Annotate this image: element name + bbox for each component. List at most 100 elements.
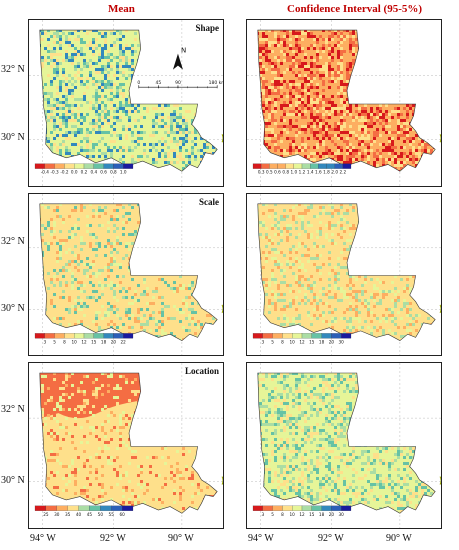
colorbar-tick-label: 60 bbox=[119, 512, 125, 517]
colorbar-swatch bbox=[318, 163, 327, 169]
colorbar-tick-label: 5 bbox=[271, 339, 274, 344]
colorbar-swatch bbox=[252, 163, 262, 169]
colorbar-tick-label: 15 bbox=[91, 339, 97, 344]
y-label-32n: 32° N bbox=[1, 404, 25, 415]
row-label-location: Location bbox=[184, 366, 219, 376]
colorbar-swatch bbox=[34, 505, 46, 511]
colorbar-swatch bbox=[301, 163, 311, 169]
island-mark bbox=[439, 476, 441, 485]
colorbar-tick-label: 0.2 bbox=[81, 170, 88, 175]
colorbar-tick-label: 0.8 bbox=[282, 170, 289, 175]
colorbar-tick-label: 15 bbox=[309, 512, 315, 517]
x-label-92w: 92° W bbox=[318, 533, 344, 544]
colorbar-swatch bbox=[331, 505, 342, 511]
colorbar-tick-label: 2.2 bbox=[339, 170, 346, 175]
colorbar-swatch bbox=[252, 505, 263, 511]
colorbar-tick-label: 10 bbox=[290, 339, 296, 344]
y-label-32n: 32° N bbox=[1, 236, 25, 247]
colorbar-swatch bbox=[261, 163, 270, 169]
colorbar-swatch bbox=[44, 163, 55, 169]
island-mark bbox=[221, 304, 223, 314]
colorbar-swatch bbox=[311, 333, 322, 339]
colorbar-swatch bbox=[310, 163, 319, 169]
colorbar-swatch bbox=[93, 163, 104, 169]
colorbar-swatch bbox=[292, 333, 303, 339]
colorbar-swatch bbox=[78, 505, 90, 511]
colorbar-swatch bbox=[45, 505, 57, 511]
colorbar-tick-label: 0.3 bbox=[258, 170, 265, 175]
island-mark bbox=[221, 476, 223, 485]
colorbar-swatch bbox=[83, 333, 94, 339]
colorbar-tick-label: 20 bbox=[329, 512, 335, 517]
colorbar-swatch bbox=[262, 505, 273, 511]
colorbar-swatch bbox=[341, 333, 352, 339]
y-label-30n: 30° N bbox=[1, 132, 25, 143]
colorbar-tick-label: 10 bbox=[72, 339, 78, 344]
colorbar-swatch bbox=[103, 333, 114, 339]
colorbar-tick-label: 30 bbox=[339, 339, 345, 344]
colorbar-swatch bbox=[74, 333, 85, 339]
colorbar-swatch bbox=[123, 333, 134, 339]
colorbar-tick-label: 20 bbox=[111, 339, 117, 344]
raster-field bbox=[257, 373, 436, 514]
colorbar-tick-label: 3 bbox=[261, 339, 264, 344]
colorbar-swatch bbox=[89, 505, 101, 511]
colorbar-swatch bbox=[321, 505, 332, 511]
raster-field bbox=[39, 30, 218, 172]
colorbar-swatch bbox=[277, 163, 286, 169]
colorbar-tick-label: 0.6 bbox=[100, 170, 107, 175]
state-outline bbox=[39, 203, 218, 342]
map-location-mean: 25 30 35 40 45 50 55 60 Location bbox=[28, 362, 224, 529]
colorbar-tick-label: 12 bbox=[299, 512, 305, 517]
colorbar-swatch bbox=[262, 333, 273, 339]
raster-field bbox=[257, 30, 436, 172]
x-label-92w: 92° W bbox=[100, 533, 126, 544]
y-label-30n: 30° N bbox=[1, 303, 25, 314]
colorbar-tick-label: 15 bbox=[309, 339, 315, 344]
map-scale-mean: 3 5 8 10 12 15 18 20 22 Scale bbox=[28, 193, 224, 356]
north-arrow-icon bbox=[172, 53, 183, 70]
colorbar-swatch bbox=[292, 505, 303, 511]
island-mark bbox=[221, 134, 223, 143]
colorbar-tick-label: 30 bbox=[54, 512, 60, 517]
colorbar-tick-label: 35 bbox=[65, 512, 71, 517]
colorbar-swatch bbox=[93, 333, 104, 339]
colorbar-tick-label: 1.0 bbox=[290, 170, 297, 175]
colorbar-tick-label: 8 bbox=[281, 339, 284, 344]
state-outline bbox=[257, 203, 436, 342]
colorbar-swatch bbox=[122, 505, 134, 511]
colorbar-tick-label: 18 bbox=[319, 512, 325, 517]
island-mark bbox=[439, 304, 441, 314]
scale-tick-label: 90 bbox=[175, 80, 181, 86]
island-mark bbox=[439, 134, 441, 143]
colorbar-swatch bbox=[123, 163, 134, 169]
colorbar-swatch bbox=[326, 163, 335, 169]
colorbar-swatch bbox=[282, 333, 293, 339]
colorbar-swatch bbox=[272, 333, 283, 339]
colorbar-tick-label: 8 bbox=[63, 339, 66, 344]
colorbar-tick-label: -0.4 bbox=[41, 170, 50, 175]
colorbar-tick-label: 0.0 bbox=[71, 170, 78, 175]
x-label-90w: 90° W bbox=[386, 533, 412, 544]
colorbar-tick-label: 1.8 bbox=[323, 170, 330, 175]
colorbar-swatch bbox=[64, 333, 75, 339]
colorbar-tick-label: 0.4 bbox=[90, 170, 97, 175]
colorbar-swatch bbox=[334, 163, 343, 169]
y-label-30n: 30° N bbox=[1, 475, 25, 486]
column-title-mean: Mean bbox=[108, 3, 135, 15]
colorbar-swatch bbox=[269, 163, 278, 169]
colorbar-tick-label: 18 bbox=[101, 339, 107, 344]
column-title-confidence-interval: Confidence Interval (95-5%) bbox=[287, 3, 423, 15]
colorbar-swatch bbox=[64, 163, 75, 169]
colorbar-tick-label: 55 bbox=[109, 512, 115, 517]
x-label-90w: 90° W bbox=[168, 533, 194, 544]
colorbar-swatch bbox=[341, 505, 352, 511]
colorbar-swatch bbox=[34, 333, 45, 339]
colorbar-tick-label: -0.2 bbox=[60, 170, 69, 175]
map-shape-mean: -0.4 -0.3 -0.2 0.0 0.2 0.4 0.6 0.8 1.0 N 0 45 90 180 … bbox=[28, 19, 224, 187]
colorbar-swatch bbox=[342, 163, 352, 169]
colorbar-tick-label: 12 bbox=[299, 339, 305, 344]
raster-field bbox=[39, 373, 218, 514]
colorbar-tick-label: 1.6 bbox=[315, 170, 322, 175]
colorbar-swatch bbox=[311, 505, 322, 511]
